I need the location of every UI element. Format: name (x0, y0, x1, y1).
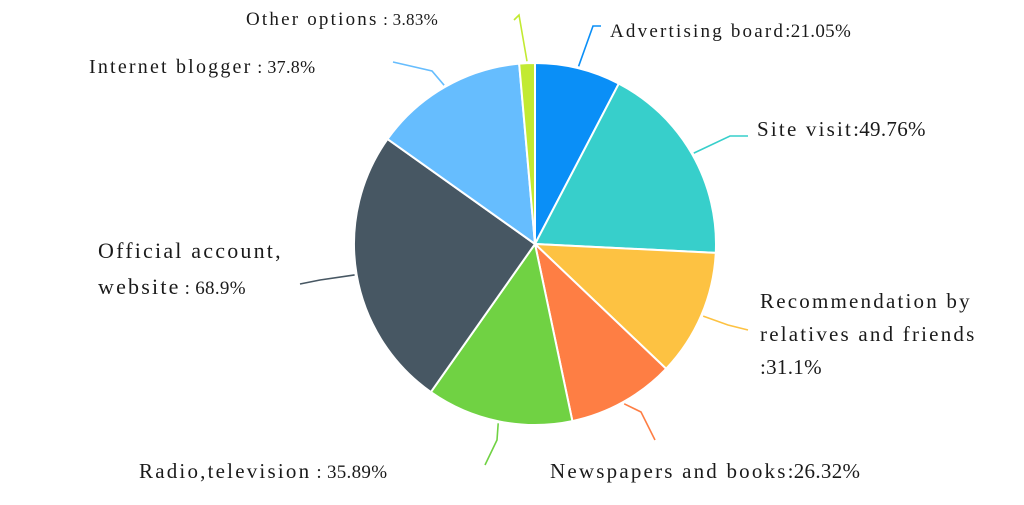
pie-slices (353, 61, 717, 426)
slice-official-account-website (353, 138, 536, 394)
label-site-visit: Site visit:49.76% (757, 117, 926, 141)
label-official-account-website: Official account, website: 68.9% (98, 238, 283, 299)
leader-line-other-options (513, 13, 528, 62)
leader-line-official-account-website (299, 274, 355, 285)
slice-labels: Advertising board:21.05% Site visit:49.76… (89, 9, 976, 483)
slice-radio-television (429, 243, 574, 426)
label-radio-television: Radio,television : 35.89% (139, 459, 387, 483)
leader-line-newspapers-and-books (623, 403, 656, 441)
label-other-options: Other options : 3.83% (246, 9, 438, 30)
leader-line-radio-television (484, 423, 499, 466)
leader-lines (299, 13, 749, 466)
label-newspapers-and-books: Newspapers and books:26.32% (550, 459, 860, 483)
slice-other-options (518, 61, 536, 245)
slice-site-visit (534, 82, 717, 254)
slice-internet-blogger (386, 62, 536, 245)
slice-recommendation-by-relatives-and-friends (534, 243, 717, 370)
label-recommendation-by-relatives-and-friends: Recommendation by relatives and friends:3… (760, 289, 976, 379)
leader-line-internet-blogger (392, 61, 445, 86)
leader-line-advertising-board (577, 25, 601, 67)
leader-line-site-visit (693, 135, 748, 154)
label-internet-blogger: Internet blogger : 37.8% (89, 56, 315, 78)
leader-line-recommendation-by-relatives-and-friends (702, 315, 749, 331)
slice-newspapers-and-books (534, 243, 668, 423)
label-advertising-board: Advertising board:21.05% (610, 21, 851, 42)
